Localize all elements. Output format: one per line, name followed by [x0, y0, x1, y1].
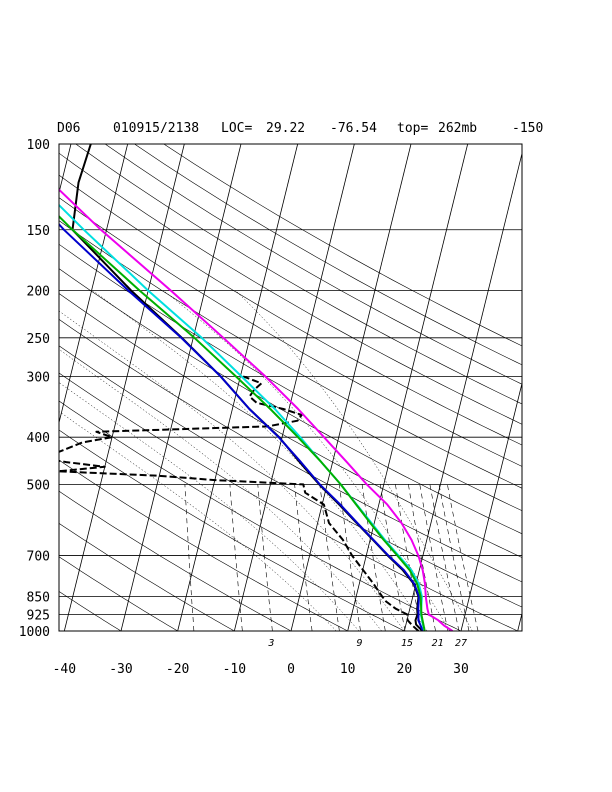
- mixing-ratio-label: 15: [401, 638, 413, 649]
- moist-adiabat-line: [59, 349, 382, 631]
- isotherm-line: [517, 611, 522, 631]
- pressure-tick-label: 200: [27, 285, 50, 300]
- moist-adiabat-line: [59, 411, 337, 631]
- dry-adiabat-line: [59, 556, 178, 631]
- pressure-tick-label: 250: [27, 332, 50, 347]
- dry-adiabat-line: [134, 144, 522, 366]
- moist-adiabat-line: [59, 310, 405, 631]
- grid-lines: [0, 144, 612, 631]
- temperature-tick-label: 10: [340, 662, 356, 677]
- dry-adiabat-line: [59, 174, 522, 446]
- isotherm-line: [403, 151, 522, 631]
- series-line-dewpoint: [59, 375, 420, 631]
- mixing-ratio-line: [447, 484, 479, 631]
- temperature-tick-label: -40: [53, 662, 76, 677]
- mixing-ratio-label: 27: [455, 638, 467, 649]
- mixing-ratio-line: [408, 484, 436, 631]
- dry-adiabat-line: [59, 345, 522, 608]
- header-station: D06: [57, 121, 80, 136]
- dry-adiabat-line: [59, 591, 122, 631]
- dry-adiabat-line: [75, 144, 522, 405]
- dry-adiabat-line: [59, 268, 522, 535]
- pressure-tick-label: 150: [27, 224, 50, 239]
- pressure-tick-label: 400: [27, 431, 50, 446]
- series-line-cyan: [59, 203, 426, 631]
- mixing-ratio-line: [419, 484, 449, 631]
- dry-adiabat-line: [59, 197, 522, 467]
- dry-adiabat-line: [59, 220, 522, 489]
- isotherm-line: [177, 144, 299, 631]
- mixing-ratio-line: [380, 484, 406, 631]
- pressure-tick-label: 1000: [19, 625, 50, 640]
- mixing-ratio-line: [319, 484, 340, 631]
- moist-adiabat-line: [163, 290, 450, 631]
- moist-adiabat-line: [59, 382, 360, 631]
- dry-adiabat-line: [59, 490, 292, 631]
- header-top-label: top=: [397, 121, 428, 136]
- dry-adiabat-line: [59, 459, 348, 631]
- dry-adiabat-line: [163, 144, 522, 347]
- temperature-tick-label: 0: [287, 662, 295, 677]
- isotherm-line: [0, 144, 14, 631]
- mixing-ratio-line: [361, 484, 386, 631]
- temperature-tick-label: -10: [223, 662, 246, 677]
- dry-adiabat-line: [59, 523, 235, 631]
- header-top-value: 262mb: [438, 121, 477, 136]
- series-line-green: [59, 215, 426, 631]
- header-datetime: 010915/2138: [113, 121, 199, 136]
- header-loc-label: LOC=: [221, 121, 252, 136]
- dry-adiabat-line: [59, 429, 405, 631]
- mixing-ratio-label: 21: [432, 638, 444, 649]
- dry-adiabat-line: [59, 372, 518, 631]
- isotherm-line: [574, 144, 612, 631]
- dry-adiabat-line: [59, 318, 522, 583]
- isotherm-line: [347, 144, 469, 631]
- dry-adiabat-line: [59, 152, 522, 425]
- dry-adiabat-line: [59, 293, 522, 558]
- series-lines: [59, 144, 454, 631]
- dry-adiabat-line: [59, 243, 522, 512]
- mixing-ratio-line: [294, 484, 313, 631]
- dry-adiabat-line: [104, 144, 522, 385]
- isotherm-line: [120, 144, 242, 631]
- mixing-ratio-line: [257, 484, 273, 631]
- isotherm-line: [290, 144, 412, 631]
- pressure-tick-label: 925: [27, 609, 50, 624]
- mixing-ratio-line: [438, 484, 470, 631]
- mixing-ratio-label: 9: [357, 638, 363, 649]
- pressure-tick-label: 500: [27, 478, 50, 493]
- plot-frame: [58, 143, 523, 632]
- temperature-tick-label: 20: [397, 662, 413, 677]
- dry-adiabat-line: [59, 400, 462, 631]
- mixing-ratio-line: [229, 484, 243, 631]
- isotherm-line: [233, 144, 355, 631]
- temperature-tick-label: -20: [166, 662, 189, 677]
- temperature-tick-label: -30: [109, 662, 132, 677]
- mixing-ratio-line: [184, 484, 195, 631]
- mixing-ratio-line: [339, 484, 361, 631]
- pressure-tick-label: 850: [27, 591, 50, 606]
- temperature-tick-label: 30: [453, 662, 469, 677]
- pressure-tick-label: 300: [27, 370, 50, 385]
- moist-adiabat-line: [92, 290, 428, 631]
- series-line-blue: [59, 222, 424, 631]
- pressure-tick-label: 100: [27, 138, 50, 153]
- mixing-ratio-label: 3: [267, 638, 274, 649]
- isotherm-line: [59, 144, 129, 425]
- isotherm-line: [63, 144, 185, 631]
- pressure-tick-label: 700: [27, 550, 50, 565]
- mixing-ratio-line: [429, 484, 460, 631]
- isotherm-line: [460, 381, 522, 631]
- header-lat: 29.22: [266, 121, 305, 136]
- header-lon: -76.54: [330, 121, 377, 136]
- header-extra: -150: [512, 121, 543, 136]
- series-line-magenta: [59, 188, 454, 631]
